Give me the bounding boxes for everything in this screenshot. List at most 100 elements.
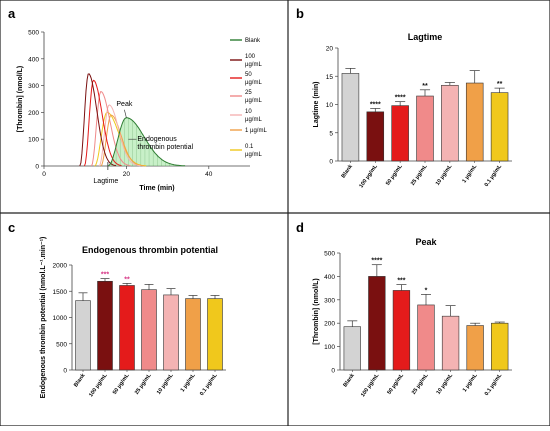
- category-label-0: Blank: [342, 372, 356, 388]
- bar-3: [417, 304, 435, 371]
- y-tick-label: 500: [28, 30, 39, 37]
- bar-3: [141, 289, 157, 371]
- y-tick-label: 0: [63, 368, 67, 375]
- bar-0: [75, 300, 91, 371]
- etp-annotation-line1: Endogenous: [137, 136, 177, 143]
- bar-2: [119, 285, 135, 371]
- legend-label-2: 50: [245, 72, 252, 78]
- bar-6: [490, 92, 509, 162]
- legend-label-0: Blank: [245, 38, 261, 44]
- bar-0: [341, 73, 360, 162]
- y-tick-label: 300: [324, 297, 335, 304]
- peak-pointer: [124, 109, 127, 118]
- panel-label-c: c: [8, 220, 15, 235]
- category-label-5: 1 µg/mL: [461, 163, 478, 184]
- category-label-6: 0.1 µg/mL: [199, 372, 219, 397]
- y-tick-label: 10: [326, 102, 334, 109]
- bar-1: [368, 276, 386, 371]
- significance-marker-6: **: [497, 81, 503, 88]
- y-tick-label: 100: [324, 344, 335, 351]
- category-label-5: 1 µg/mL: [462, 372, 479, 393]
- peak-annotation: Peak: [116, 101, 132, 108]
- y-tick-label: 2000: [53, 263, 68, 270]
- lagtime-annotation: Lagtime: [93, 178, 118, 185]
- bar-0: [343, 326, 361, 371]
- y-axis-title: Lagtime (min): [313, 82, 320, 128]
- category-label-1: 100 µg/mL: [360, 372, 381, 398]
- panel-c: Endogenous thrombin potential 0 500 1000 150…: [40, 237, 226, 399]
- legend-label-6: 0.1: [245, 144, 254, 150]
- bar-6: [491, 322, 509, 371]
- etp-annotation-line2: thrombin potential: [137, 144, 193, 151]
- series-line-4: [98, 104, 141, 167]
- panel-a: 0 100 200 300 400 500 0 20 40 Time (min) [Thrombin…: [17, 30, 267, 193]
- y-tick-label: 5: [329, 130, 333, 137]
- category-label-6: 0.1 µg/mL: [484, 372, 504, 397]
- legend-label-5: 1 µg/mL: [245, 128, 267, 134]
- y-tick-label: 400: [324, 274, 335, 281]
- significance-marker-2: **: [124, 276, 130, 283]
- panel-label-d: d: [296, 220, 304, 235]
- category-label-4: 10 µg/mL: [435, 163, 454, 187]
- bar-2: [391, 105, 409, 162]
- bar-4: [163, 294, 179, 371]
- series-line-5: [100, 114, 145, 167]
- y-tick-label: 300: [28, 83, 39, 90]
- chart-title: Lagtime: [408, 32, 443, 42]
- category-label-6: 0.1 µg/mL: [484, 163, 504, 188]
- x-tick-label: 40: [205, 171, 213, 178]
- bar-5: [465, 82, 484, 162]
- y-tick-label: 1500: [53, 289, 68, 296]
- legend-label-6-unit: µg/mL: [245, 152, 262, 158]
- category-label-0: Blank: [341, 163, 355, 179]
- category-label-1: 100 µg/mL: [359, 163, 380, 189]
- y-axis-title: [Thrombin] (nmol/L): [17, 66, 24, 132]
- category-label-2: 50 µg/mL: [112, 372, 131, 396]
- series-line-1: [79, 73, 116, 167]
- legend-label-4: 10: [245, 109, 252, 115]
- y-tick-label: 1000: [53, 315, 68, 322]
- chart-title: Peak: [415, 237, 437, 247]
- significance-marker-2: ***: [397, 278, 405, 285]
- legend-label-2-unit: µg/mL: [245, 80, 262, 86]
- legend-label-3: 25: [245, 90, 252, 96]
- legend-label-4-unit: µg/mL: [245, 117, 262, 123]
- category-label-3: 25 µg/mL: [134, 372, 153, 396]
- bar-5: [466, 325, 484, 371]
- bar-5: [185, 298, 201, 371]
- y-tick-label: 400: [28, 56, 39, 63]
- category-label-2: 50 µg/mL: [386, 372, 405, 396]
- panel-label-a: a: [8, 6, 16, 21]
- y-tick-label: 500: [56, 341, 67, 348]
- x-tick-label: 20: [123, 171, 131, 178]
- y-tick-label: 0: [35, 164, 39, 171]
- significance-marker-3: *: [425, 287, 428, 294]
- series-line-0: [107, 117, 186, 167]
- panel-d: Peak 0 100 200 300 400 500 [Thrombin] (nmol/L) B…: [313, 237, 512, 398]
- y-tick-label: 200: [324, 321, 335, 328]
- y-tick-label: 20: [326, 46, 334, 53]
- category-label-3: 25 µg/mL: [411, 372, 430, 396]
- category-label-4: 10 µg/mL: [436, 372, 455, 396]
- y-axis-title: Endogenous thrombin potential (nmol.L⁻¹.…: [40, 237, 47, 399]
- x-axis-title: Time (min): [139, 185, 174, 192]
- significance-marker-1: ****: [371, 258, 382, 265]
- series-line-3: [90, 91, 131, 167]
- category-label-5: 1 µg/mL: [180, 372, 197, 393]
- series-line-2: [83, 79, 122, 167]
- chart-title: Endogenous thrombin potential: [82, 245, 218, 255]
- y-tick-label: 200: [28, 110, 39, 117]
- bar-2: [392, 290, 411, 371]
- panel-label-b: b: [296, 6, 304, 21]
- category-label-4: 10 µg/mL: [156, 372, 175, 396]
- bar-1: [366, 111, 385, 162]
- bar-4: [441, 84, 459, 162]
- significance-marker-2: ****: [395, 95, 406, 102]
- y-axis-title: [Thrombin] (nmol/L): [313, 278, 320, 344]
- category-label-3: 25 µg/mL: [410, 163, 429, 187]
- category-label-2: 50 µg/mL: [385, 163, 404, 187]
- legend-label-3-unit: µg/mL: [245, 98, 262, 104]
